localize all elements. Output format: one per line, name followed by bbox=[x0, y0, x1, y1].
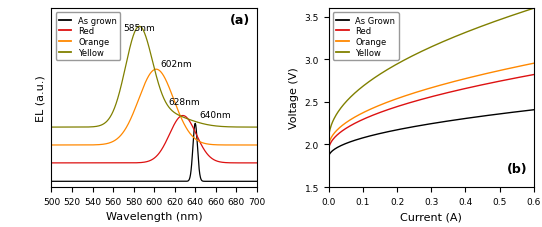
Text: (a): (a) bbox=[230, 15, 250, 27]
Text: (b): (b) bbox=[507, 162, 528, 175]
Text: 628nm: 628nm bbox=[169, 98, 200, 106]
Legend: As Grown, Red, Orange, Yellow: As Grown, Red, Orange, Yellow bbox=[333, 13, 398, 61]
Text: 585nm: 585nm bbox=[123, 24, 154, 33]
Text: 640nm: 640nm bbox=[199, 110, 231, 119]
Legend: As grown, Red, Orange, Yellow: As grown, Red, Orange, Yellow bbox=[56, 13, 120, 61]
Y-axis label: Voltage (V): Voltage (V) bbox=[289, 67, 299, 129]
Text: 602nm: 602nm bbox=[160, 60, 192, 69]
Y-axis label: EL (a.u.): EL (a.u.) bbox=[36, 75, 46, 121]
X-axis label: Wavelength (nm): Wavelength (nm) bbox=[106, 211, 202, 221]
X-axis label: Current (A): Current (A) bbox=[401, 211, 462, 221]
